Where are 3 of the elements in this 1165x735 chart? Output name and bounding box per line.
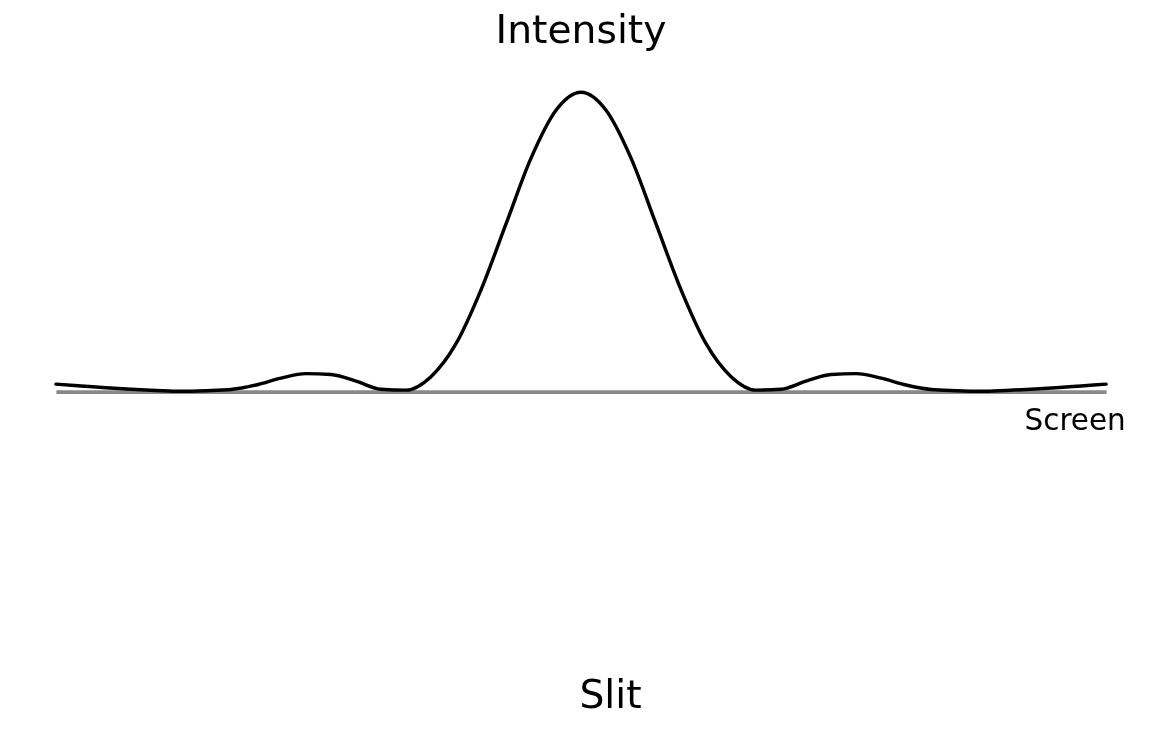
text: Screen bbox=[1024, 402, 1126, 437]
chart-title: Intensity bbox=[495, 7, 667, 53]
text: Slit bbox=[579, 671, 642, 717]
